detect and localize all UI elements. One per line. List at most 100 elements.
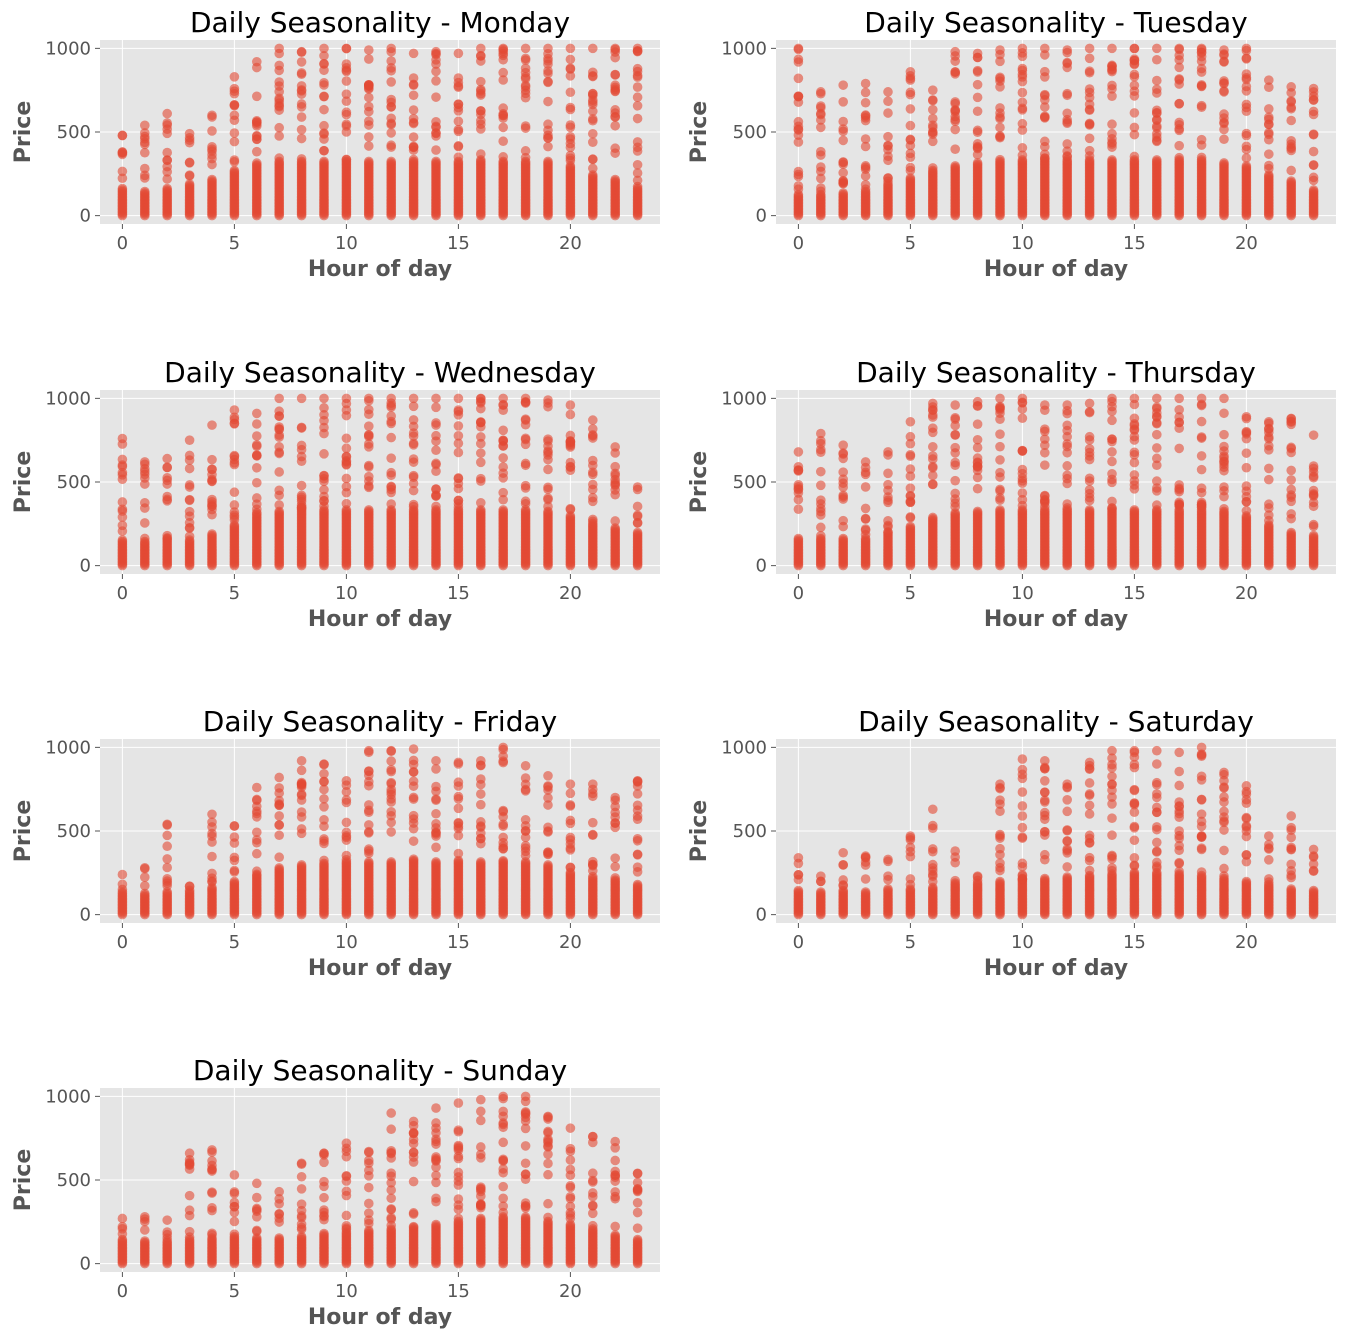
scatter-point — [1040, 141, 1050, 152]
scatter-point — [296, 154, 307, 164]
scatter-point — [296, 102, 307, 112]
scatter-point — [1152, 88, 1162, 98]
scatter-point — [520, 414, 531, 425]
scatter-point — [1017, 500, 1028, 511]
y-tick-label: 0 — [80, 905, 91, 926]
scatter-point — [364, 805, 374, 816]
scatter-point — [1286, 475, 1296, 485]
scatter-point — [1107, 139, 1117, 149]
scatter-point — [1107, 447, 1117, 457]
scatter-point — [565, 43, 576, 54]
scatter-point — [838, 97, 848, 107]
scatter-point — [162, 155, 172, 165]
scatter-point — [408, 90, 419, 101]
scatter-point — [1152, 443, 1162, 453]
scatter-point — [431, 491, 441, 501]
y-tick-label: 0 — [80, 556, 91, 577]
scatter-point — [543, 59, 553, 70]
scatter-point — [274, 820, 285, 830]
scatter-point — [520, 53, 531, 64]
scatter-point — [162, 453, 172, 464]
scatter-point — [1241, 128, 1252, 139]
scatter-point — [498, 487, 509, 498]
scatter-point — [364, 482, 374, 493]
scatter-point — [1017, 103, 1028, 114]
scatter-point — [520, 480, 531, 491]
scatter-point — [453, 499, 464, 509]
scatter-point — [1196, 483, 1207, 493]
scatter-point — [995, 414, 1005, 425]
x-tick-label: 0 — [117, 233, 128, 254]
scatter-point — [793, 73, 804, 84]
x-axis-label: Hour of day — [308, 607, 452, 632]
scatter-point — [1286, 447, 1296, 458]
scatter-point — [632, 146, 643, 156]
scatter-point — [1152, 155, 1162, 165]
scatter-point — [453, 82, 464, 93]
scatter-point — [117, 535, 128, 545]
scatter-point — [883, 87, 893, 97]
scatter-point — [319, 794, 329, 804]
scatter-point — [1017, 125, 1028, 135]
scatter-point — [610, 485, 620, 495]
scatter-point — [1017, 446, 1028, 456]
scatter-point — [520, 123, 531, 133]
scatter-point — [588, 99, 598, 110]
scatter-point — [793, 166, 804, 177]
scatter-point — [543, 436, 553, 446]
x-tick-label: 20 — [559, 932, 582, 953]
scatter-point — [1107, 456, 1117, 467]
scatter-point — [995, 112, 1005, 122]
scatter-point — [1129, 43, 1140, 54]
scatter-point — [1084, 398, 1095, 409]
scatter-point — [1129, 69, 1140, 80]
scatter-point — [905, 497, 916, 508]
scatter-point — [1040, 424, 1050, 434]
scatter-point — [341, 43, 352, 54]
scatter-point — [341, 89, 352, 99]
scatter-point — [431, 445, 441, 456]
scatter-point — [816, 530, 826, 541]
scatter-point — [1062, 118, 1072, 129]
scatter-point — [1107, 393, 1117, 404]
scatter-point — [793, 447, 804, 457]
scatter-point — [431, 59, 441, 69]
scatter-point — [816, 162, 826, 172]
scatter-point — [520, 460, 531, 471]
scatter-point — [905, 512, 916, 523]
scatter-point — [117, 166, 128, 177]
scatter-point — [140, 120, 150, 131]
scatter-point — [274, 811, 285, 821]
scatter-point — [950, 56, 960, 66]
scatter-point — [543, 484, 553, 495]
scatter-point — [251, 91, 262, 102]
scatter-point — [341, 854, 352, 865]
scatter-point — [928, 454, 938, 464]
scatter-point — [117, 512, 128, 522]
scatter-point — [453, 126, 464, 137]
scatter-point — [1264, 75, 1274, 85]
scatter-point — [1286, 492, 1296, 502]
scatter-point — [364, 92, 374, 103]
scatter-point — [498, 113, 509, 123]
scatter-point — [1196, 464, 1207, 475]
scatter-points — [793, 43, 1319, 221]
scatter-point — [140, 170, 150, 181]
scatter-point — [251, 431, 262, 441]
scatter-point — [274, 432, 285, 442]
scatter-point — [1286, 115, 1296, 126]
scatter-point — [117, 433, 128, 444]
scatter-point — [632, 160, 643, 170]
scatter-point — [950, 124, 960, 135]
scatter-point — [632, 113, 643, 124]
scatter-point — [610, 516, 620, 526]
scatter-point — [995, 393, 1005, 404]
scatter-point — [905, 521, 916, 532]
scatter-point — [364, 45, 374, 55]
scatter-point — [1264, 149, 1274, 159]
scatter-point — [386, 499, 397, 509]
scatter-point — [341, 393, 352, 404]
scatter-point — [408, 485, 419, 496]
scatter-point — [1084, 53, 1095, 64]
